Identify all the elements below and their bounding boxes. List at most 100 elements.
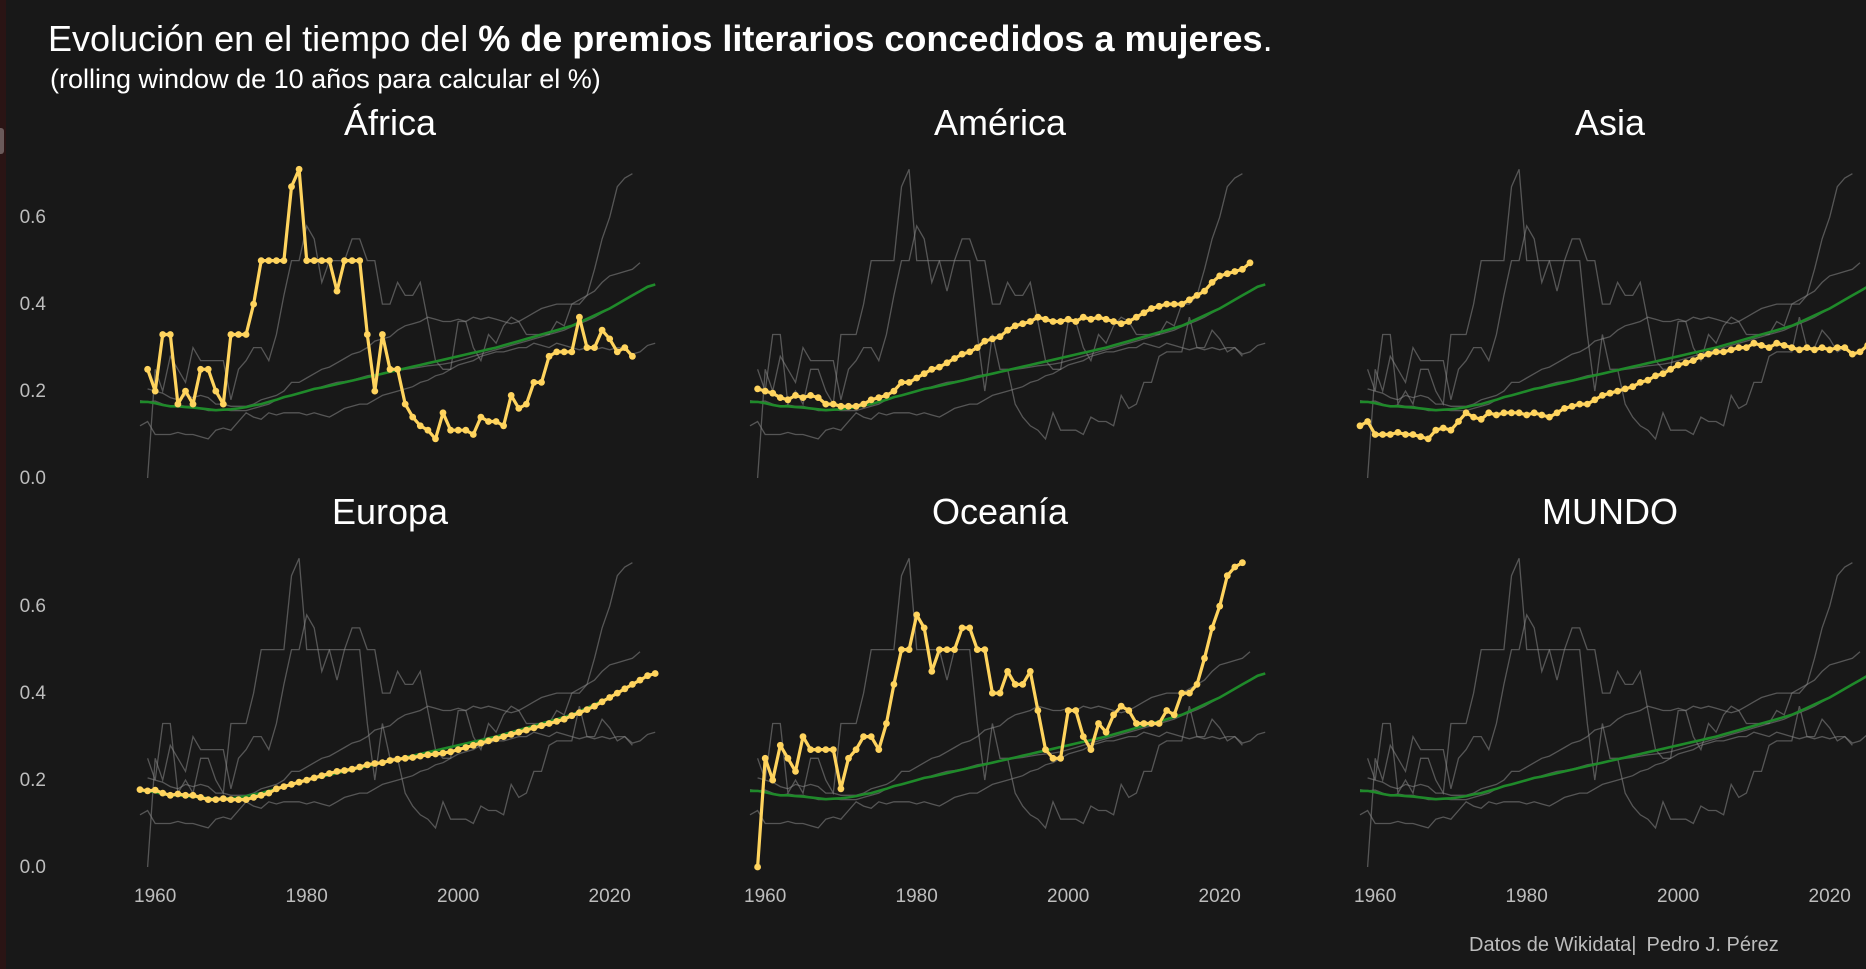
- point-africa-1972: [242, 331, 250, 338]
- point-asia-1971: [1455, 418, 1462, 425]
- point-asia-2006: [1720, 348, 1727, 356]
- point-asia-1978: [1508, 409, 1515, 417]
- point-europa-1987: [356, 763, 364, 771]
- point-africa-1959: [144, 365, 152, 373]
- point-africa-2002: [469, 431, 477, 438]
- point-africa-2001: [462, 426, 470, 434]
- point-asia-1958: [1356, 422, 1364, 430]
- caption-author: Pedro J. Pérez: [1646, 934, 1779, 956]
- point-asia-2021: [1833, 344, 1841, 351]
- point-europa-1995: [416, 752, 424, 760]
- point-africa-1986: [348, 257, 356, 264]
- point-oceania-2010: [1140, 720, 1148, 727]
- point-america-1975: [875, 394, 883, 401]
- point-oceania-1962: [776, 741, 784, 749]
- point-europa-1982: [318, 772, 326, 780]
- point-europa-1966: [197, 794, 205, 801]
- point-oceania-1985: [951, 646, 958, 653]
- point-america-1967: [814, 394, 822, 401]
- point-america-2003: [1087, 315, 1095, 323]
- point-america-1973: [860, 400, 867, 408]
- point-oceania-1994: [1019, 681, 1027, 688]
- point-oceania-1981: [920, 624, 928, 632]
- point-oceania-1959: [754, 863, 761, 871]
- point-oceania-2013: [1163, 707, 1171, 714]
- point-asia-2010: [1750, 339, 1758, 347]
- point-america-1980: [913, 374, 921, 382]
- context-line-oceania-oceania: [756, 562, 1243, 868]
- point-africa-2014: [560, 348, 568, 356]
- point-america-1984: [943, 359, 951, 367]
- point-asia-1997: [1652, 372, 1659, 380]
- point-asia-1988: [1583, 400, 1591, 408]
- highlight-line-america: [757, 261, 1252, 408]
- point-africa-1995: [416, 422, 424, 430]
- point-europa-1983: [326, 770, 333, 777]
- facet-title-asia: Asia: [1575, 102, 1646, 143]
- point-africa-1998: [439, 409, 447, 417]
- point-europa-2003: [477, 739, 485, 747]
- point-africa-1985: [341, 257, 348, 264]
- point-america-1963: [784, 396, 792, 404]
- point-europa-2022: [621, 685, 629, 693]
- point-europa-2005: [492, 735, 500, 743]
- point-oceania-1975: [875, 746, 883, 753]
- point-asia-1966: [1417, 433, 1424, 441]
- point-africa-1993: [401, 400, 409, 408]
- point-africa-2022: [621, 344, 629, 351]
- facet-title-africa: África: [344, 102, 437, 143]
- point-oceania-2019: [1208, 624, 1216, 632]
- point-europa-1961: [159, 789, 167, 797]
- point-africa-1968: [212, 387, 220, 395]
- x-tick-1960: 1960: [1354, 886, 1396, 907]
- y-tick-0-4: 0.4: [20, 294, 47, 315]
- point-america-1974: [867, 396, 875, 404]
- point-oceania-1977: [890, 681, 898, 688]
- context-line-africa-asia: [139, 342, 656, 440]
- point-america-1994: [1019, 320, 1027, 328]
- point-europa-1977: [280, 783, 288, 790]
- point-america-1978: [898, 379, 905, 386]
- point-america-1959: [754, 385, 761, 393]
- point-america-2011: [1148, 305, 1155, 312]
- point-africa-1966: [197, 365, 205, 373]
- point-america-1965: [799, 394, 807, 401]
- point-oceania-1991: [996, 689, 1004, 697]
- point-oceania-1979: [905, 646, 913, 653]
- point-asia-1964: [1402, 431, 1409, 438]
- point-asia-1996: [1644, 376, 1652, 384]
- point-africa-1990: [379, 331, 386, 338]
- point-oceania-2020: [1216, 602, 1224, 610]
- point-oceania-1964: [792, 768, 799, 775]
- point-asia-1998: [1659, 370, 1667, 378]
- point-africa-2023: [629, 352, 636, 360]
- point-europa-2013: [553, 718, 561, 725]
- point-europa-2000: [454, 746, 462, 753]
- point-asia-2024: [1856, 348, 1864, 356]
- point-oceania-1970: [837, 785, 845, 793]
- point-asia-1989: [1591, 396, 1599, 404]
- point-europa-1969: [219, 795, 227, 803]
- context-line-africa-america: [147, 262, 641, 407]
- point-europa-1976: [273, 785, 280, 793]
- point-asia-1982: [1538, 411, 1546, 419]
- point-asia-1970: [1447, 426, 1455, 434]
- point-america-1970: [837, 402, 845, 410]
- point-africa-1964: [182, 387, 189, 395]
- chart-subtitle: (rolling window de 10 años para calcular…: [50, 64, 601, 94]
- point-oceania-2014: [1170, 711, 1178, 719]
- point-america-2010: [1140, 309, 1148, 317]
- context-line-america-oceania: [756, 173, 1243, 479]
- point-oceania-1972: [852, 746, 860, 753]
- point-africa-1980: [303, 257, 311, 264]
- point-europa-1975: [265, 789, 273, 797]
- point-europa-1970: [227, 796, 235, 803]
- point-america-1987: [966, 348, 974, 356]
- point-asia-1985: [1561, 405, 1568, 412]
- x-tick-2000: 2000: [437, 886, 479, 907]
- point-oceania-2011: [1148, 720, 1155, 727]
- x-tick-2000: 2000: [1047, 886, 1089, 907]
- point-africa-1994: [409, 413, 417, 421]
- point-oceania-1997: [1042, 746, 1049, 753]
- point-asia-1960: [1371, 431, 1379, 438]
